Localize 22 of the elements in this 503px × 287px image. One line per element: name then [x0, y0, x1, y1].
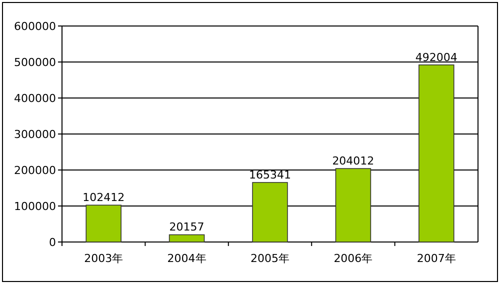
x-tick-label: 2003年	[84, 252, 124, 265]
x-tick-label: 2006年	[334, 252, 373, 265]
bar	[252, 182, 288, 242]
x-tick-label: 2007年	[416, 252, 456, 265]
y-tick-label: 500000	[14, 56, 56, 69]
y-tick-label: 100000	[14, 200, 56, 213]
x-tick-label: 2004年	[167, 252, 206, 265]
y-tick-label: 400000	[14, 92, 56, 105]
bar	[335, 168, 372, 242]
bar	[168, 234, 205, 242]
y-tick-label: 300000	[14, 128, 56, 141]
data-label: 204012	[332, 154, 374, 168]
y-tick-label: 200000	[14, 164, 56, 177]
bar	[418, 64, 454, 242]
x-tick-label: 2005年	[250, 252, 290, 265]
data-label: 20157	[169, 220, 204, 234]
y-tick-label: 600000	[14, 20, 56, 33]
data-label: 492004	[415, 50, 458, 64]
data-label: 165341	[249, 168, 291, 182]
y-tick-label: 0	[49, 236, 56, 249]
data-label: 102412	[82, 191, 125, 204]
bar	[86, 204, 122, 242]
